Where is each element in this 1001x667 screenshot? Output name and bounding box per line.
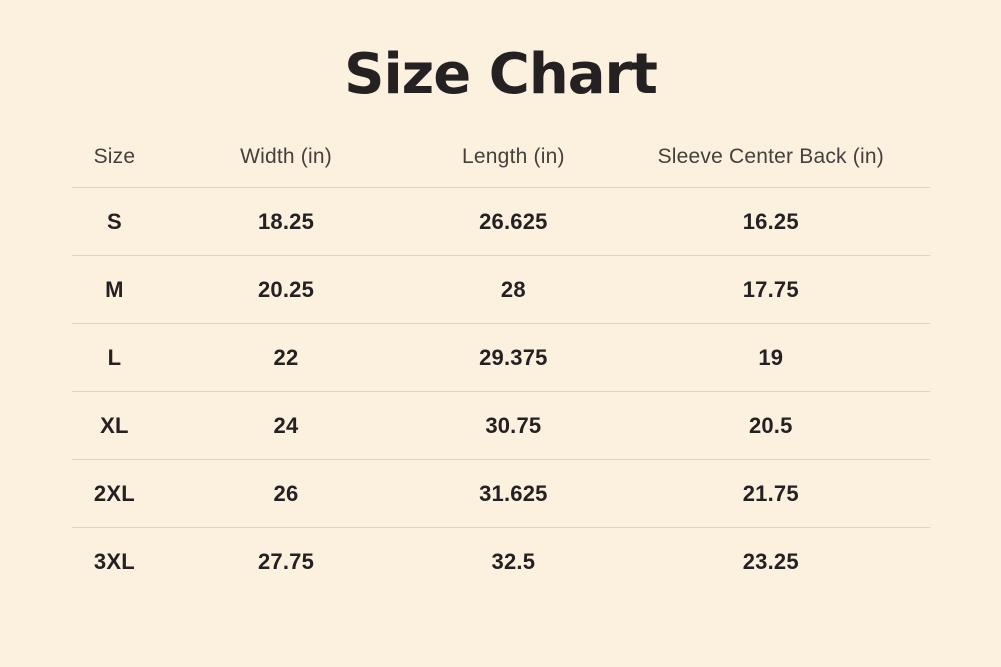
width-cell: 22	[273, 344, 299, 370]
width-cell: 24	[273, 412, 299, 438]
length-cell: 30.75	[485, 412, 542, 438]
table-row-s: S 18.25 26.625 16.25	[71, 187, 930, 256]
size-cell: L	[107, 344, 122, 370]
length-cell: 31.625	[479, 480, 548, 506]
sleeve-cell: 20.5	[748, 412, 793, 438]
size-cell: 3XL	[93, 548, 135, 574]
table-row-m: M 20.25 28 17.75	[71, 255, 930, 324]
sleeve-cell: 16.25	[742, 208, 799, 234]
sleeve-cell: 21.75	[742, 480, 799, 506]
column-header-sleeve: Sleeve Center Back (in)	[657, 145, 884, 168]
table-body: S 18.25 26.625 16.25 M 20.25 28 17.75 L …	[71, 187, 930, 596]
length-cell: 29.375	[479, 344, 548, 370]
width-cell: 26	[273, 480, 299, 506]
length-cell: 28	[500, 276, 526, 302]
column-header-length: Length (in)	[462, 145, 565, 168]
size-cell: M	[105, 276, 124, 302]
header-row: Size Width (in) Length (in) Sleeve Cente…	[72, 137, 930, 188]
width-cell: 20.25	[257, 276, 315, 302]
length-cell: 26.625	[479, 208, 548, 234]
page-title: Size Chart	[344, 42, 658, 107]
size-cell: 2XL	[93, 480, 135, 506]
size-cell: XL	[100, 412, 129, 438]
size-cell: S	[106, 208, 122, 234]
column-header-width: Width (in)	[240, 145, 332, 168]
length-cell: 32.5	[491, 548, 536, 574]
width-cell: 18.25	[257, 208, 315, 234]
size-chart-table: Size Width (in) Length (in) Sleeve Cente…	[71, 137, 930, 596]
sleeve-cell: 19	[758, 344, 784, 370]
table-row-2xl: 2XL 26 31.625 21.75	[71, 459, 930, 528]
sleeve-cell: 17.75	[742, 276, 799, 302]
table-header: Size Width (in) Length (in) Sleeve Cente…	[72, 137, 930, 188]
width-cell: 27.75	[257, 548, 315, 574]
table-row-3xl: 3XL 27.75 32.5 23.25	[71, 527, 930, 596]
table-row-xl: XL 24 30.75 20.5	[71, 391, 930, 460]
table-row-l: L 22 29.375 19	[71, 323, 930, 392]
sleeve-cell: 23.25	[742, 548, 799, 574]
column-header-size: Size	[93, 145, 136, 168]
